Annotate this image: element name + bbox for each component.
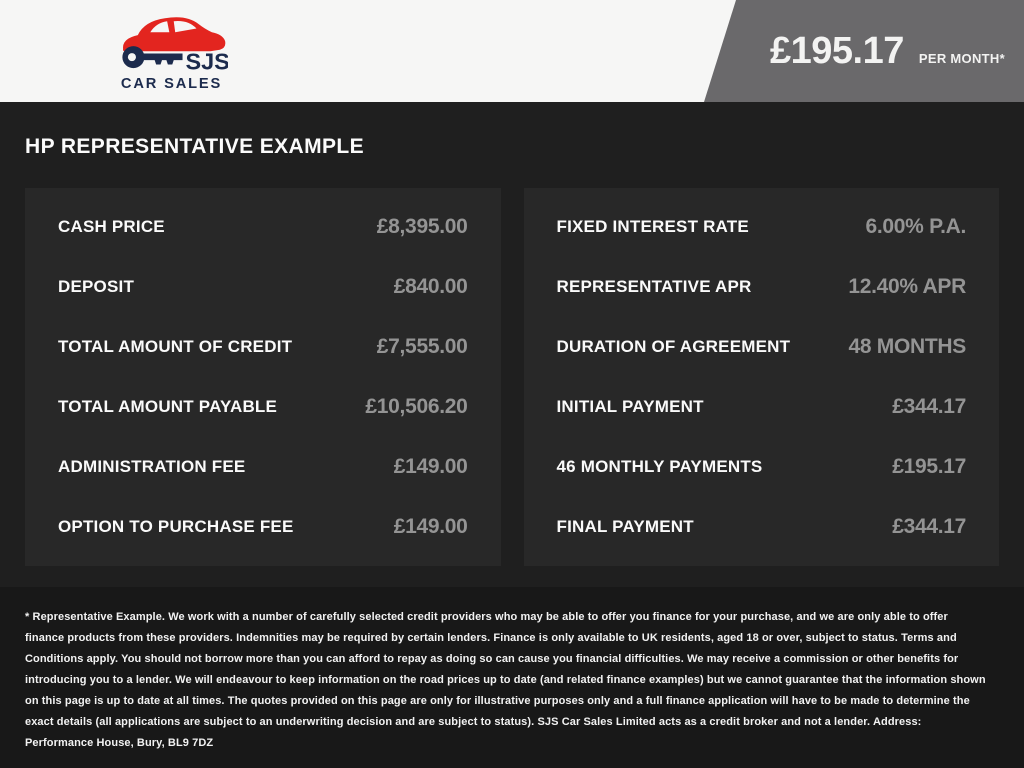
- row-value: £8,395.00: [376, 215, 468, 238]
- row-label: DURATION OF AGREEMENT: [556, 337, 791, 356]
- row-value: £10,506.20: [365, 395, 468, 418]
- finance-example-section: HP REPRESENTATIVE EXAMPLE CASH PRICE £8,…: [0, 102, 1024, 587]
- table-row: TOTAL AMOUNT PAYABLE £10,506.20: [58, 395, 468, 419]
- monthly-price-period: PER MONTH*: [918, 50, 1005, 66]
- finance-panel-left: CASH PRICE £8,395.00 DEPOSIT £840.00 TOT…: [25, 188, 501, 566]
- row-label: CASH PRICE: [58, 217, 165, 236]
- row-value: £195.17: [892, 455, 966, 478]
- table-row: OPTION TO PURCHASE FEE £149.00: [58, 515, 468, 539]
- representative-example-disclaimer: * Representative Example. We work with a…: [25, 611, 986, 749]
- row-value: 6.00% P.A.: [865, 215, 966, 238]
- finance-panel-right: FIXED INTEREST RATE 6.00% P.A. REPRESENT…: [523, 188, 999, 566]
- table-row: 46 MONTHLY PAYMENTS £195.17: [557, 455, 967, 479]
- logo-subtitle-text: CAR SALES: [121, 76, 222, 92]
- row-label: TOTAL AMOUNT OF CREDIT: [58, 337, 293, 356]
- row-label: OPTION TO PURCHASE FEE: [58, 517, 294, 536]
- row-label: ADMINISTRATION FEE: [58, 457, 246, 476]
- row-value: 48 MONTHS: [848, 335, 967, 358]
- table-row: ADMINISTRATION FEE £149.00: [58, 455, 468, 479]
- table-row: DURATION OF AGREEMENT 48 MONTHS: [557, 335, 967, 359]
- row-label: FINAL PAYMENT: [556, 517, 694, 536]
- footer: * Representative Example. We work with a…: [0, 587, 1024, 768]
- sjs-car-sales-logo: SJS CAR SALES: [121, 17, 228, 92]
- car-icon: [122, 17, 226, 52]
- table-row: REPRESENTATIVE APR 12.40% APR: [557, 275, 967, 299]
- row-label: DEPOSIT: [58, 277, 135, 296]
- row-value: £344.17: [892, 395, 966, 418]
- row-value: £149.00: [393, 515, 468, 538]
- table-row: FIXED INTEREST RATE 6.00% P.A.: [557, 215, 967, 239]
- row-label: INITIAL PAYMENT: [556, 397, 704, 416]
- row-value: £840.00: [393, 275, 468, 298]
- monthly-price-flag: £195.17 PER MONTH*: [704, 0, 1024, 102]
- logo-brand-text: SJS: [185, 49, 228, 75]
- finance-panels: CASH PRICE £8,395.00 DEPOSIT £840.00 TOT…: [25, 188, 999, 566]
- header: SJS CAR SALES £195.17 PER MONTH*: [0, 0, 1024, 102]
- row-label: 46 MONTHLY PAYMENTS: [556, 457, 763, 476]
- row-label: TOTAL AMOUNT PAYABLE: [58, 397, 278, 416]
- page-title: HP REPRESENTATIVE EXAMPLE: [25, 135, 365, 158]
- monthly-price-amount: £195.17: [770, 30, 904, 72]
- table-row: FINAL PAYMENT £344.17: [557, 515, 967, 539]
- table-row: INITIAL PAYMENT £344.17: [557, 395, 967, 419]
- table-row: DEPOSIT £840.00: [58, 275, 468, 299]
- row-label: REPRESENTATIVE APR: [556, 277, 752, 296]
- row-value: £7,555.00: [376, 335, 468, 358]
- key-icon: [122, 46, 183, 69]
- row-value: £149.00: [393, 455, 468, 478]
- table-row: TOTAL AMOUNT OF CREDIT £7,555.00: [58, 335, 468, 359]
- table-row: CASH PRICE £8,395.00: [58, 215, 468, 239]
- row-value: £344.17: [892, 515, 966, 538]
- row-label: FIXED INTEREST RATE: [556, 217, 749, 236]
- row-value: 12.40% APR: [848, 275, 966, 298]
